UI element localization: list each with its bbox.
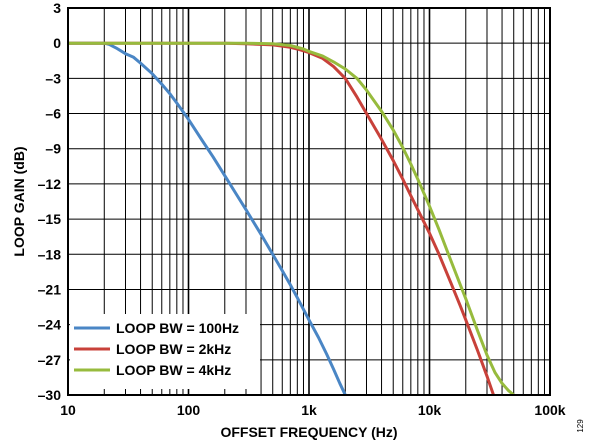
plot-frame [67,7,551,396]
grid [68,8,550,395]
y-tick-label: –3 [45,70,61,86]
y-tick-label: –24 [38,317,62,333]
y-tick-label: –30 [38,387,62,403]
y-tick-label: 3 [53,0,61,16]
y-tick-label: –18 [38,246,62,262]
y-tick-label: –27 [38,352,62,368]
series-line-3 [68,41,516,395]
x-tick-label: 1k [301,402,317,418]
y-tick-label: –15 [38,211,62,227]
legend-label: LOOP BW = 100Hz [116,320,239,336]
tick-labels: 10 100 1k 10k 100k 3 0 –3 –6 –9 –12 –15 –18 –21 –24 –27… [38,0,566,418]
y-axis-title: LOOP GAIN (dB) [11,146,27,256]
x-tick-label: 100k [534,402,565,418]
y-tick-label: –9 [45,141,61,157]
x-tick-label: 10 [60,402,76,418]
y-tick-label: –6 [45,106,61,122]
y-tick-label: 0 [53,35,61,51]
x-axis-title: OFFSET FREQUENCY (Hz) [220,424,397,440]
series-lines [68,41,516,395]
legend-label: LOOP BW = 4kHz [116,362,231,378]
legend-label: LOOP BW = 2kHz [116,341,231,357]
y-tick-label: –12 [38,176,62,192]
x-tick-label: 100 [177,402,201,418]
figure-id: 129 [576,419,585,433]
series-line-1 [68,41,347,395]
x-tick-label: 10k [418,402,442,418]
legend: LOOP BW = 100Hz LOOP BW = 2kHz LOOP BW = 4… [70,314,260,389]
y-tick-label: –21 [38,281,62,297]
